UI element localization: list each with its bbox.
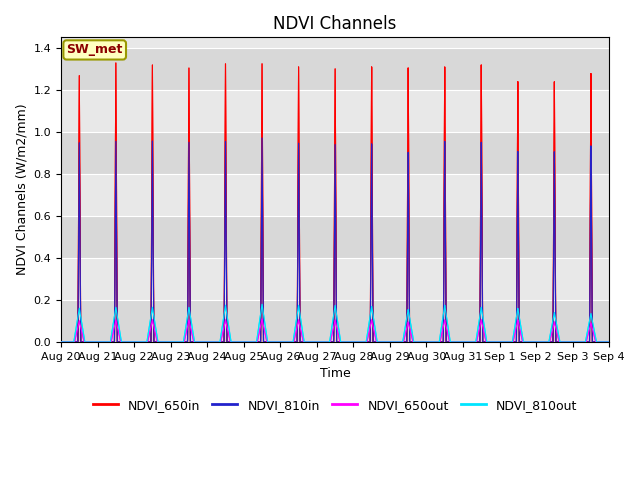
NDVI_650out (258, 316, 266, 322)
NDVI_810out (258, 301, 266, 307)
NDVI_810in (262, 339, 270, 345)
NDVI_650out (57, 339, 65, 345)
NDVI_810out (262, 331, 270, 336)
NDVI_650in (175, 339, 182, 345)
NDVI_810in (489, 339, 497, 345)
NDVI_650out (262, 336, 270, 342)
NDVI_810out (169, 339, 177, 345)
NDVI_810out (489, 339, 497, 345)
NDVI_810in (411, 339, 419, 345)
Bar (61, 174, 609, 216)
NDVI_650in (262, 339, 270, 345)
NDVI_650in (605, 339, 613, 345)
NDVI_810out (57, 339, 65, 345)
Line: NDVI_650out: NDVI_650out (61, 319, 609, 342)
X-axis label: Time: Time (320, 367, 351, 380)
NDVI_810out (175, 339, 182, 345)
Bar (61, 90, 609, 132)
NDVI_650out (605, 339, 613, 345)
NDVI_650in (489, 339, 497, 345)
NDVI_810in (175, 339, 182, 345)
NDVI_810in (605, 339, 613, 345)
NDVI_650out (169, 339, 177, 345)
NDVI_650in (57, 339, 65, 345)
NDVI_650out (604, 339, 611, 345)
Bar (61, 300, 609, 342)
Bar (61, 216, 609, 258)
NDVI_650in (112, 60, 120, 66)
NDVI_650in (411, 339, 419, 345)
NDVI_810in (57, 339, 65, 345)
Bar (61, 258, 609, 300)
Bar (61, 132, 609, 174)
Line: NDVI_810out: NDVI_810out (61, 304, 609, 342)
Legend: NDVI_650in, NDVI_810in, NDVI_650out, NDVI_810out: NDVI_650in, NDVI_810in, NDVI_650out, NDV… (88, 394, 582, 417)
Bar (61, 48, 609, 90)
Text: SW_met: SW_met (67, 43, 123, 57)
NDVI_650out (175, 339, 182, 345)
NDVI_650in (169, 339, 177, 345)
Line: NDVI_810in: NDVI_810in (61, 138, 609, 342)
NDVI_810in (169, 339, 177, 345)
NDVI_810out (411, 339, 419, 345)
NDVI_810out (604, 339, 611, 345)
NDVI_810out (605, 339, 613, 345)
NDVI_810in (258, 135, 266, 141)
NDVI_650out (489, 339, 497, 345)
Line: NDVI_650in: NDVI_650in (61, 63, 609, 342)
Y-axis label: NDVI Channels (W/m2/mm): NDVI Channels (W/m2/mm) (15, 104, 28, 276)
NDVI_810in (604, 339, 611, 345)
NDVI_650in (604, 339, 611, 345)
NDVI_650out (411, 339, 419, 345)
Title: NDVI Channels: NDVI Channels (273, 15, 397, 33)
